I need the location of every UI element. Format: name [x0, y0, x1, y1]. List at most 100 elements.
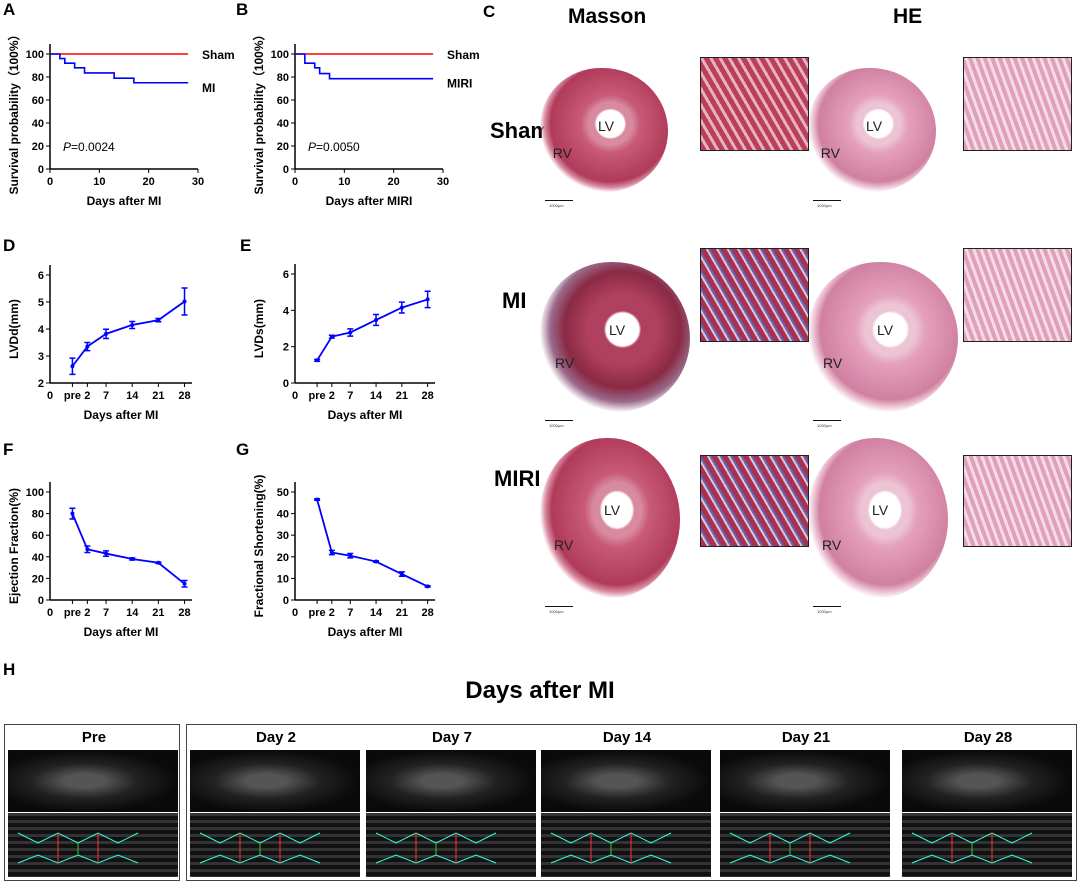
echo-mmode-image — [720, 813, 890, 877]
data-point — [104, 551, 109, 556]
x-origin-label: 0 — [47, 607, 53, 619]
chart-g: 0 10 20 30 40 50 0 pre 2 7 14 21 28 Days after MI Frac… — [252, 475, 435, 639]
data-point — [315, 497, 320, 502]
y-tick-label: 5 — [38, 297, 44, 309]
heart-section-sham-he — [808, 68, 936, 192]
data-point — [182, 581, 187, 586]
x-origin-label: 0 — [47, 390, 53, 402]
x-tick-label: 0 — [47, 176, 53, 188]
x-tick-label: 10 — [338, 176, 350, 188]
echo-bmode-image — [720, 750, 890, 812]
x-axis-label: Days after MI — [328, 408, 403, 422]
data-point — [399, 305, 404, 310]
data-point — [425, 297, 430, 302]
y-tick-label: 0 — [283, 378, 289, 390]
x-origin-label: 0 — [292, 390, 298, 402]
panel-label-f: F — [3, 440, 14, 459]
lv-label: LV — [872, 502, 889, 518]
p-value: P=0.0050 — [308, 140, 360, 154]
y-tick-label: 3 — [38, 351, 44, 363]
magnified-inset — [700, 248, 809, 342]
scale-bar — [545, 606, 573, 607]
data-point — [70, 364, 75, 369]
x-tick-label: 21 — [152, 390, 164, 402]
echo-mmode-image — [541, 813, 711, 877]
y-axis-label: LVDs(mm) — [252, 299, 266, 358]
y-axis-label: Survival probability（100%） — [6, 28, 21, 194]
panel-label-e: E — [240, 236, 252, 255]
y-axis-label: Ejection Fraction(%) — [7, 488, 21, 604]
scale-bar-label: 1000μm — [817, 203, 832, 208]
y-tick-label: 4 — [283, 305, 290, 317]
y-tick-label: 2 — [283, 342, 289, 354]
magnified-inset — [963, 248, 1072, 342]
echo-bmode-image — [541, 750, 711, 812]
legend-label-miri: MIRI — [447, 77, 472, 91]
p-value: P=0.0024 — [63, 140, 115, 154]
x-tick-label: 2 — [84, 607, 90, 619]
heart-section-sham-masson — [540, 68, 668, 192]
data-point — [85, 547, 90, 552]
panel-label-b: B — [236, 0, 249, 19]
x-tick-label: 7 — [347, 390, 353, 402]
echo-mmode-image — [8, 813, 178, 877]
p-symbol: P — [308, 140, 316, 154]
x-tick-label: 20 — [388, 176, 400, 188]
scale-bar-label: 1000μm — [549, 203, 564, 208]
mmode-trace — [729, 832, 851, 864]
rv-label: RV — [554, 537, 574, 554]
y-tick-label: 0 — [38, 164, 44, 176]
scale-bar — [545, 200, 573, 201]
y-tick-label: 60 — [277, 95, 289, 107]
y-tick-label: 20 — [277, 552, 289, 564]
heart-section-mi-he — [808, 262, 958, 412]
x-tick-label: 14 — [370, 390, 383, 402]
legend-label-sham: Sham — [202, 48, 235, 62]
data-line — [316, 499, 429, 588]
scale-bar — [545, 420, 573, 421]
echo-title: Days after MI — [465, 677, 615, 704]
y-tick-label: 80 — [32, 72, 44, 84]
lv-label: LV — [866, 117, 883, 134]
y-tick-label: 2 — [38, 378, 44, 390]
magnified-inset — [700, 57, 809, 151]
row-title-sham: Sham — [490, 118, 550, 143]
echo-frame-title: Day 7 — [431, 729, 473, 746]
data-line — [71, 513, 186, 585]
x-axis-label: Days after MI — [87, 194, 162, 208]
x-axis-label: Days after MIRI — [326, 194, 413, 208]
column-title-he: HE — [893, 5, 923, 28]
chart-b: 0 20 40 60 80 100 0 10 20 30 Days after MIRI Surviv… — [251, 28, 480, 208]
mmode-trace — [17, 832, 139, 864]
y-tick-label: 50 — [277, 487, 289, 499]
y-tick-label: 30 — [277, 530, 289, 542]
echo-mmode-image — [366, 813, 536, 877]
mmode-trace — [375, 832, 497, 864]
x-tick-label: 2 — [329, 390, 335, 402]
data-point — [130, 556, 135, 561]
survival-curve-mi — [50, 53, 189, 84]
magnified-inset — [963, 455, 1072, 547]
data-point — [374, 559, 379, 564]
scale-bar-label: 1000μm — [817, 609, 832, 614]
rv-label: RV — [555, 355, 575, 371]
x-tick-label: 30 — [437, 176, 449, 188]
mmode-trace — [911, 832, 1033, 864]
x-tick-label: 14 — [126, 390, 139, 402]
x-tick-label: 21 — [152, 607, 164, 619]
data-point — [329, 550, 334, 555]
y-tick-label: 80 — [32, 509, 44, 521]
legend-label-mi: MI — [202, 81, 215, 95]
heart-section-mi-masson — [540, 262, 690, 412]
x-tick-label: pre — [309, 390, 326, 402]
x-tick-label: pre — [64, 390, 81, 402]
echo-frame-title: Pre — [81, 729, 107, 746]
y-tick-label: 100 — [26, 487, 44, 499]
lv-label: LV — [609, 322, 626, 338]
magnified-inset — [700, 455, 809, 547]
x-tick-label: 10 — [93, 176, 105, 188]
x-tick-label: 7 — [103, 390, 109, 402]
echo-bmode-image — [902, 750, 1072, 812]
